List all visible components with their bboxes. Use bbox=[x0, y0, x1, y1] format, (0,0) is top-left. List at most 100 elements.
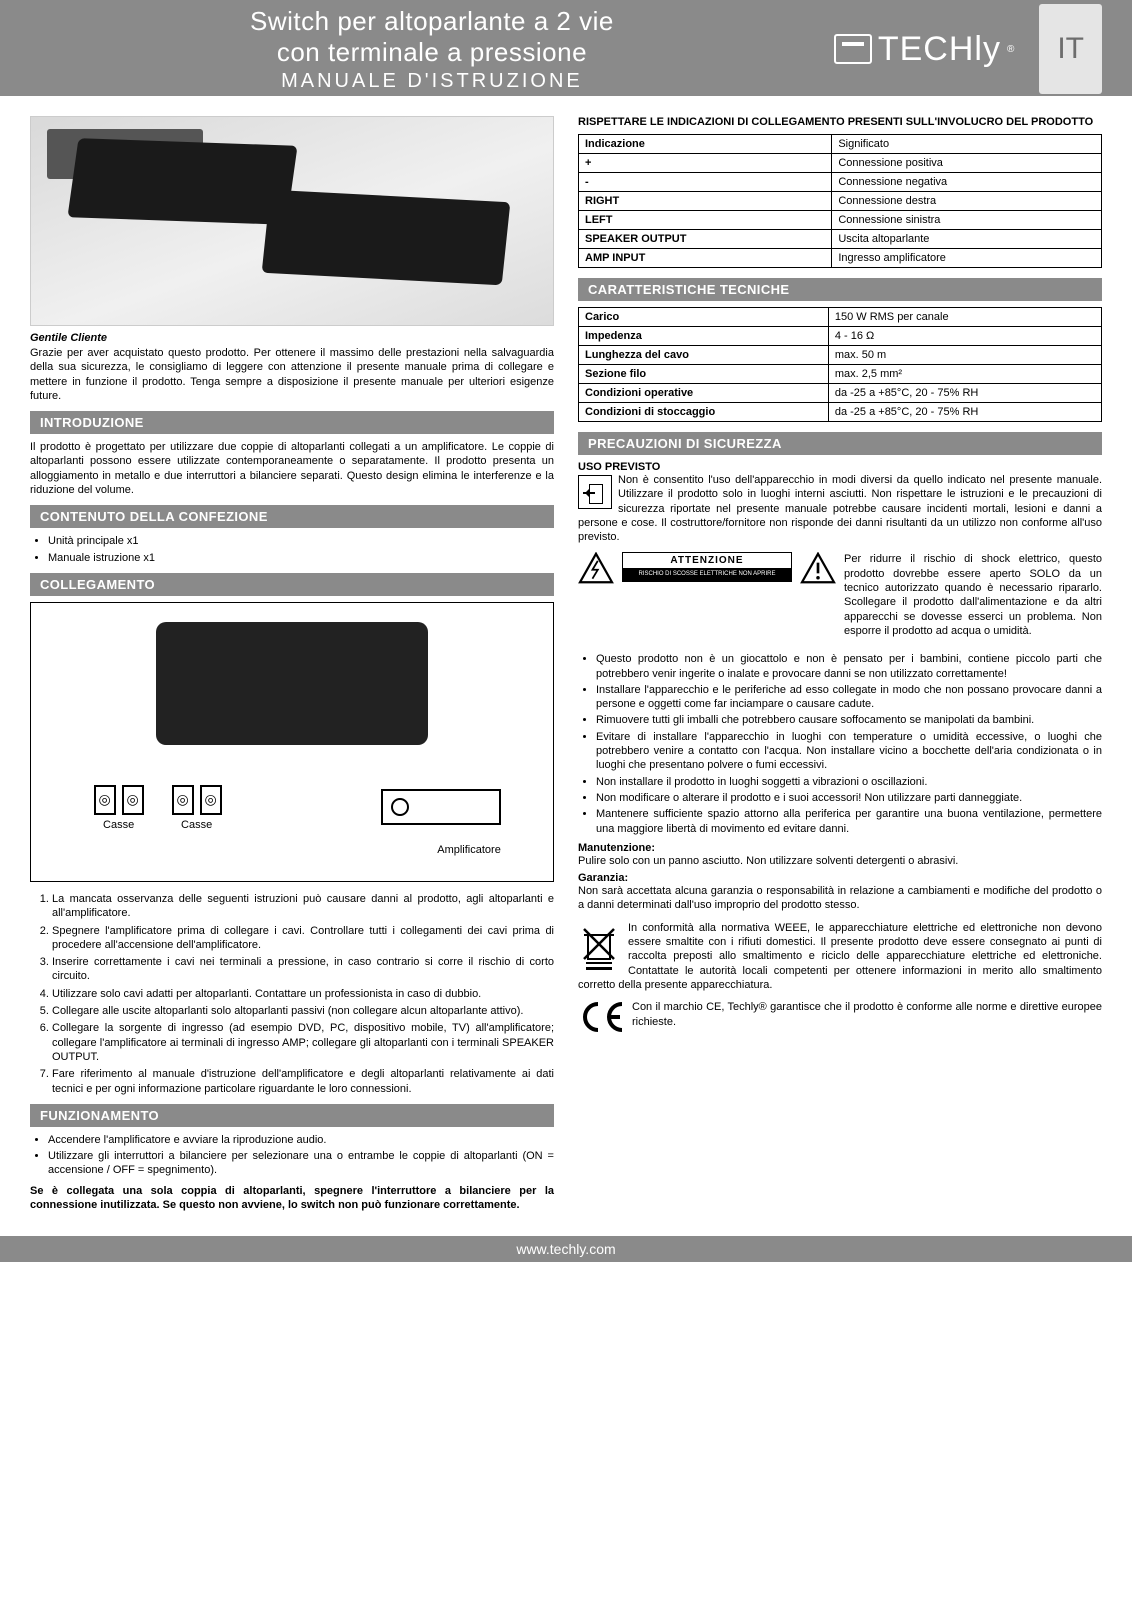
list-item: Non modificare o alterare il prodotto e … bbox=[596, 791, 1102, 805]
weee-bin-icon bbox=[578, 923, 620, 971]
brand-logo: TECHly® bbox=[834, 30, 1015, 69]
garanzia-heading: Garanzia: bbox=[578, 872, 1102, 884]
table-cell: max. 2,5 mm² bbox=[828, 365, 1101, 384]
weee-block: In conformità alla normativa WEEE, le ap… bbox=[578, 921, 1102, 992]
table-cell: - bbox=[579, 173, 832, 192]
manutenzione-text: Pulire solo con un panno asciutto. Non u… bbox=[578, 854, 1102, 868]
package-contents-list: Unità principale x1 Manuale istruzione x… bbox=[30, 534, 554, 565]
amplifier-box-icon bbox=[381, 789, 501, 825]
ce-text: Con il marchio CE, Techly® garantisce ch… bbox=[632, 1001, 1102, 1027]
shock-warning-block: ATTENZIONE RISCHIO DI SCOSSE ELETTRICHE … bbox=[578, 552, 1102, 638]
garanzia-text: Non sarà accettata alcuna garanzia o res… bbox=[578, 884, 1102, 913]
uso-previsto-text: Non è consentito l'uso dell'apparecchio … bbox=[578, 474, 1102, 543]
table-row: Carico150 W RMS per canale bbox=[579, 308, 1102, 327]
tech-specs-table: Carico150 W RMS per canale Impedenza4 - … bbox=[578, 307, 1102, 422]
terminal-icon: ◎ bbox=[200, 785, 222, 815]
section-introduzione: INTRODUZIONE bbox=[30, 411, 554, 434]
table-row: Sezione filomax. 2,5 mm² bbox=[579, 365, 1102, 384]
table-cell: AMP INPUT bbox=[579, 249, 832, 268]
indications-table: Indicazione Significato +Connessione pos… bbox=[578, 134, 1102, 268]
list-item: Unità principale x1 bbox=[48, 534, 554, 548]
diagram-label-casse: Casse bbox=[94, 819, 144, 831]
list-item: Manuale istruzione x1 bbox=[48, 551, 554, 565]
table-cell: Connessione positiva bbox=[832, 154, 1102, 173]
table-cell: LEFT bbox=[579, 211, 832, 230]
page-footer: www.techly.com bbox=[0, 1236, 1132, 1262]
header-title-line2: con terminale a pressione bbox=[30, 37, 834, 68]
indications-title: RISPETTARE LE INDICAZIONI DI COLLEGAMENT… bbox=[578, 116, 1102, 128]
warning-triangle-exclamation-icon bbox=[800, 552, 836, 584]
table-row: -Connessione negativa bbox=[579, 173, 1102, 192]
table-cell: SPEAKER OUTPUT bbox=[579, 230, 832, 249]
section-collegamento: COLLEGAMENTO bbox=[30, 573, 554, 596]
table-cell: Connessione sinistra bbox=[832, 211, 1102, 230]
list-item: Non installare il prodotto in luoghi sog… bbox=[596, 775, 1102, 789]
section-contenuto: CONTENUTO DELLA CONFEZIONE bbox=[30, 505, 554, 528]
list-item: La mancata osservanza delle seguenti ist… bbox=[52, 892, 554, 921]
list-item: Fare riferimento al manuale d'istruzione… bbox=[52, 1067, 554, 1096]
table-cell: Ingresso amplificatore bbox=[832, 249, 1102, 268]
table-row: Impedenza4 - 16 Ω bbox=[579, 327, 1102, 346]
section-tech-specs: CARATTERISTICHE TECNICHE bbox=[578, 278, 1102, 301]
list-item: Utilizzare gli interruttori a bilanciere… bbox=[48, 1149, 554, 1178]
list-item: Collegare alle uscite altoparlanti solo … bbox=[52, 1004, 554, 1018]
list-item: Rimuovere tutti gli imballi che potrebbe… bbox=[596, 713, 1102, 727]
table-row: Condizioni di stoccaggioda -25 a +85°C, … bbox=[579, 403, 1102, 422]
right-column: RISPETTARE LE INDICAZIONI DI COLLEGAMENT… bbox=[578, 116, 1102, 1220]
diagram-label-casse: Casse bbox=[172, 819, 222, 831]
table-header: Indicazione bbox=[579, 135, 832, 154]
list-item: Mantenere sufficiente spazio attorno all… bbox=[596, 807, 1102, 836]
list-item: Installare l'apparecchio e le periferich… bbox=[596, 683, 1102, 712]
uso-previsto-block: Non è consentito l'uso dell'apparecchio … bbox=[578, 473, 1102, 544]
table-row: Condizioni operativeda -25 a +85°C, 20 -… bbox=[579, 384, 1102, 403]
operation-warning: Se è collegata una sola coppia di altopa… bbox=[30, 1184, 554, 1213]
header-title-block: Switch per altoparlante a 2 vie con term… bbox=[30, 6, 834, 93]
connection-diagram: ◎ ◎ Casse ◎ ◎ Casse Amplificatore bbox=[30, 602, 554, 882]
brand-icon bbox=[834, 34, 872, 64]
list-item: Evitare di installare l'apparecchio in l… bbox=[596, 730, 1102, 773]
attention-small-text: RISCHIO DI SCOSSE ELETTRICHE NON APRIRE bbox=[623, 568, 791, 581]
shock-warning-text: Per ridurre il rischio di shock elettric… bbox=[844, 552, 1102, 638]
list-item: Spegnere l'amplificatore prima di colleg… bbox=[52, 924, 554, 953]
table-cell: Uscita altoparlante bbox=[832, 230, 1102, 249]
warning-triangle-bolt-icon bbox=[578, 552, 614, 584]
list-item: Inserire correttamente i cavi nei termin… bbox=[52, 955, 554, 984]
section-funzionamento: FUNZIONAMENTO bbox=[30, 1104, 554, 1127]
table-cell: Condizioni operative bbox=[579, 384, 829, 403]
terminal-icon: ◎ bbox=[172, 785, 194, 815]
table-cell: Lunghezza del cavo bbox=[579, 346, 829, 365]
table-cell: 150 W RMS per canale bbox=[828, 308, 1101, 327]
table-cell: max. 50 m bbox=[828, 346, 1101, 365]
ce-mark-icon bbox=[578, 1000, 626, 1034]
table-header: Significato bbox=[832, 135, 1102, 154]
table-cell: da -25 a +85°C, 20 - 75% RH bbox=[828, 384, 1101, 403]
table-row: RIGHTConnessione destra bbox=[579, 192, 1102, 211]
table-cell: + bbox=[579, 154, 832, 173]
diagram-label-amplificatore: Amplificatore bbox=[437, 844, 501, 856]
section-safety: PRECAUZIONI DI SICUREZZA bbox=[578, 432, 1102, 455]
page-body: Gentile Cliente Grazie per aver acquista… bbox=[0, 96, 1132, 1236]
manutenzione-heading: Manutenzione: bbox=[578, 842, 1102, 854]
product-photo bbox=[30, 116, 554, 326]
introduzione-text: Il prodotto è progettato per utilizzare … bbox=[30, 440, 554, 497]
table-row: Lunghezza del cavomax. 50 m bbox=[579, 346, 1102, 365]
weee-text: In conformità alla normativa WEEE, le ap… bbox=[578, 922, 1102, 991]
table-row: AMP INPUTIngresso amplificatore bbox=[579, 249, 1102, 268]
table-row: Indicazione Significato bbox=[579, 135, 1102, 154]
left-column: Gentile Cliente Grazie per aver acquista… bbox=[30, 116, 554, 1220]
list-item: Questo prodotto non è un giocattolo e no… bbox=[596, 652, 1102, 681]
manual-icon bbox=[578, 475, 612, 509]
attention-box: ATTENZIONE RISCHIO DI SCOSSE ELETTRICHE … bbox=[622, 552, 792, 582]
table-cell: Impedenza bbox=[579, 327, 829, 346]
table-cell: 4 - 16 Ω bbox=[828, 327, 1101, 346]
footer-url: www.techly.com bbox=[516, 1241, 615, 1257]
salutation: Gentile Cliente bbox=[30, 332, 554, 344]
brand-text: TECHly bbox=[878, 30, 1001, 69]
connection-steps-list: La mancata osservanza delle seguenti ist… bbox=[30, 892, 554, 1096]
header-manual-label: MANUALE D'ISTRUZIONE bbox=[30, 70, 834, 93]
page-header: Switch per altoparlante a 2 vie con term… bbox=[0, 0, 1132, 96]
header-title-line1: Switch per altoparlante a 2 vie bbox=[30, 6, 834, 37]
table-cell: Connessione negativa bbox=[832, 173, 1102, 192]
list-item: Accendere l'amplificatore e avviare la r… bbox=[48, 1133, 554, 1147]
intro-paragraph: Grazie per aver acquistato questo prodot… bbox=[30, 346, 554, 403]
